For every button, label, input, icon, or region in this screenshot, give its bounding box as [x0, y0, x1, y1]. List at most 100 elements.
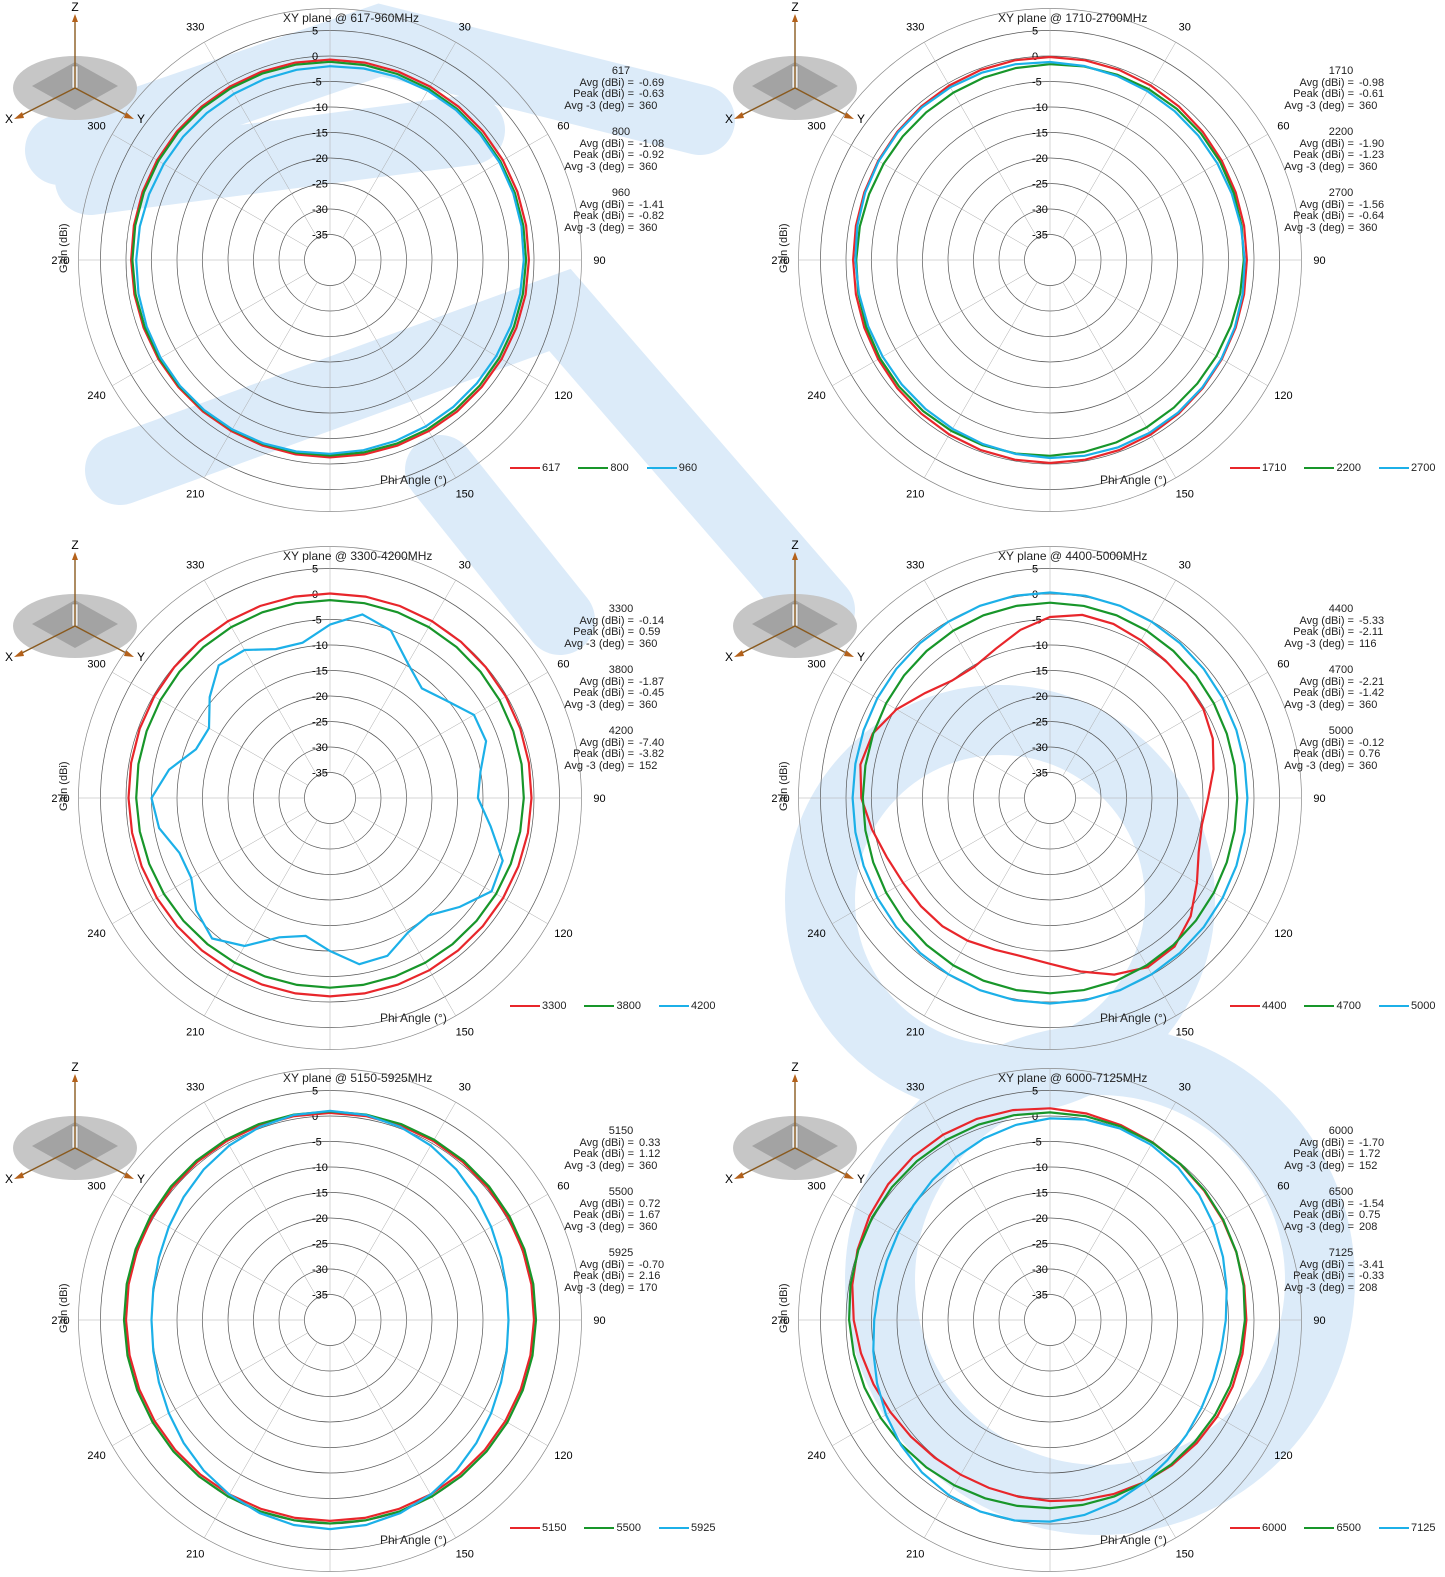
- legend-item: 3300: [510, 1000, 566, 1012]
- grid-spoke: [112, 1194, 309, 1308]
- legend-label: 5925: [690, 1522, 716, 1534]
- axis-icon-label-x: X: [5, 112, 13, 126]
- series-trace-617: [129, 58, 531, 459]
- stats-block: 800 Avg (dBi) = -1.08 Peak (dBi) = -0.92 Avg …: [562, 126, 680, 173]
- stats-block: 6500 Avg (dBi) = -1.54 Peak (dBi) = 0.75 Avg …: [1282, 1186, 1400, 1233]
- polar-chart-panel: ZXY50-5-10-15-20-25-30-35030609012015018…: [0, 1060, 722, 1577]
- stats-value: -2.11: [1359, 626, 1384, 638]
- stats-label: Avg -3 (deg) =: [1284, 221, 1354, 234]
- x-axis-label: Phi Angle (°): [380, 473, 447, 487]
- stats-value: -1.42: [1359, 687, 1385, 699]
- y-axis-line: [74, 625, 131, 656]
- radial-tick-label: -25: [1032, 717, 1048, 729]
- stats-row-avg: Avg (dBi) = -5.33: [1282, 615, 1400, 628]
- legend-swatch: [658, 1526, 689, 1530]
- grid-spoke: [204, 580, 318, 777]
- stats-frequency: 2200: [1328, 126, 1354, 138]
- radial-tick-label: 0: [312, 51, 318, 63]
- stats-block: 2700 Avg (dBi) = -1.56 Peak (dBi) = -0.64 Avg…: [1282, 187, 1400, 234]
- stats-label: Avg (dBi) =: [579, 198, 634, 211]
- angle-tick-label: 120: [1274, 1450, 1292, 1462]
- stats-label: Avg (dBi) =: [1299, 1136, 1354, 1149]
- grid-spoke: [832, 1332, 1029, 1446]
- stats-label: Peak (dBi) =: [1293, 210, 1354, 222]
- legend-label: 4200: [690, 1000, 716, 1012]
- stats-label: Avg -3 (deg) =: [564, 759, 634, 772]
- series-trace-2700: [854, 60, 1246, 460]
- angle-tick-label: 210: [186, 488, 204, 500]
- angle-tick-label: 30: [459, 1082, 471, 1094]
- y-axis-label: Gain (dBi): [58, 223, 70, 273]
- angle-tick-label: 210: [906, 488, 924, 500]
- stats-row-peak: Peak (dBi) = 1.72: [1282, 1148, 1400, 1161]
- series-stats: 617 Avg (dBi) = -0.69 Peak (dBi) = -0.63 Avg …: [562, 65, 680, 249]
- stats-row-peak: Peak (dBi) = 1.67: [562, 1209, 680, 1222]
- x-axis-label: Phi Angle (°): [1100, 473, 1167, 487]
- stats-label: Peak (dBi) =: [573, 626, 634, 638]
- stats-row-peak: Peak (dBi) = -3.82: [562, 748, 680, 761]
- radial-tick-label: -10: [1032, 1162, 1048, 1174]
- legend-label: 4400: [1262, 1000, 1287, 1012]
- stats-row-avg3: Avg -3 (deg) = 360: [1282, 760, 1400, 773]
- legend-swatch: [510, 466, 540, 470]
- axis-icon-label-z: Z: [791, 1060, 798, 1074]
- legend-label: 2700: [1410, 462, 1436, 474]
- series-trace-4200: [150, 613, 504, 966]
- x-axis-line: [737, 87, 796, 118]
- stats-label: Avg -3 (deg) =: [564, 99, 634, 112]
- stats-row-avg: Avg (dBi) = -1.08: [562, 138, 680, 151]
- stats-block: 617 Avg (dBi) = -0.69 Peak (dBi) = -0.63 Avg …: [562, 65, 680, 112]
- stats-value: 360: [1359, 698, 1378, 711]
- axis-icon-label-z: Z: [71, 1060, 78, 1074]
- stats-frequency: 5500: [608, 1186, 634, 1198]
- stats-row-avg3: Avg -3 (deg) = 360: [1282, 698, 1400, 712]
- legend-label: 6500: [1336, 1522, 1361, 1534]
- stats-frequency: 1710: [1328, 65, 1354, 77]
- legend-swatch: [1304, 466, 1335, 470]
- radial-tick-label: 5: [1032, 564, 1038, 576]
- stats-value: 360: [1359, 160, 1378, 173]
- z-arrow-icon: [72, 1074, 78, 1082]
- stats-row-peak: Peak (dBi) = -1.42: [1282, 687, 1400, 700]
- stats-row-avg: Avg (dBi) = 0.33: [562, 1136, 680, 1150]
- grid-spoke: [832, 272, 1029, 386]
- series-trace-2200: [855, 63, 1245, 457]
- y-axis-label: Gain (dBi): [58, 1283, 70, 1333]
- angle-tick-label: 240: [87, 1450, 105, 1462]
- grid-spoke: [924, 580, 1038, 777]
- stats-row-peak: Peak (dBi) = 0.75: [1282, 1209, 1400, 1222]
- stats-label: Peak (dBi) =: [1293, 748, 1354, 760]
- series-trace-7125: [872, 1117, 1228, 1523]
- grid-spoke: [204, 819, 318, 1016]
- radial-tick-label: 0: [1032, 51, 1038, 63]
- polar-chart-panel: ZXY50-5-10-15-20-25-30-35030609012015018…: [720, 538, 1442, 1055]
- y-arrow-icon: [124, 1172, 134, 1179]
- stats-block: 5150 Avg (dBi) = 0.33 Peak (dBi) = 1.12 Avg -…: [562, 1125, 680, 1172]
- radial-tick-label: -15: [1032, 128, 1048, 140]
- axis-orientation-icon: Z X Y: [5, 1060, 145, 1186]
- stats-value: 1.72: [1359, 1148, 1381, 1160]
- x-arrow-icon: [734, 1172, 744, 1179]
- stats-value: -0.14: [639, 614, 665, 627]
- radial-tick-label: -5: [312, 1137, 322, 1149]
- stats-value: 170: [639, 1281, 658, 1294]
- legend-swatch: [510, 1004, 540, 1008]
- y-axis-label: Gain (dBi): [778, 761, 790, 811]
- series-trace-800: [131, 60, 528, 457]
- stats-label: Peak (dBi) =: [1293, 687, 1354, 699]
- angle-tick-label: 90: [593, 793, 605, 805]
- stats-value: 0.33: [639, 1136, 661, 1149]
- angle-tick-label: 90: [1313, 1315, 1325, 1327]
- angle-tick-label: 330: [186, 560, 204, 572]
- angle-tick-label: 270: [771, 1315, 789, 1327]
- polar-chart: ZXY50-5-10-15-20-25-30-35030609012015018…: [5, 0, 606, 512]
- y-arrow-icon: [124, 112, 134, 119]
- stats-row-avg: Avg (dBi) = -0.69: [562, 77, 680, 90]
- angle-tick-label: 150: [456, 1548, 474, 1560]
- grid-ring: [304, 234, 356, 286]
- legend-swatch: [1304, 1004, 1335, 1008]
- radial-tick-label: -10: [312, 1162, 328, 1174]
- legend-swatch: [584, 1004, 615, 1008]
- z-arrow-icon: [72, 14, 78, 22]
- angle-tick-label: 150: [456, 488, 474, 500]
